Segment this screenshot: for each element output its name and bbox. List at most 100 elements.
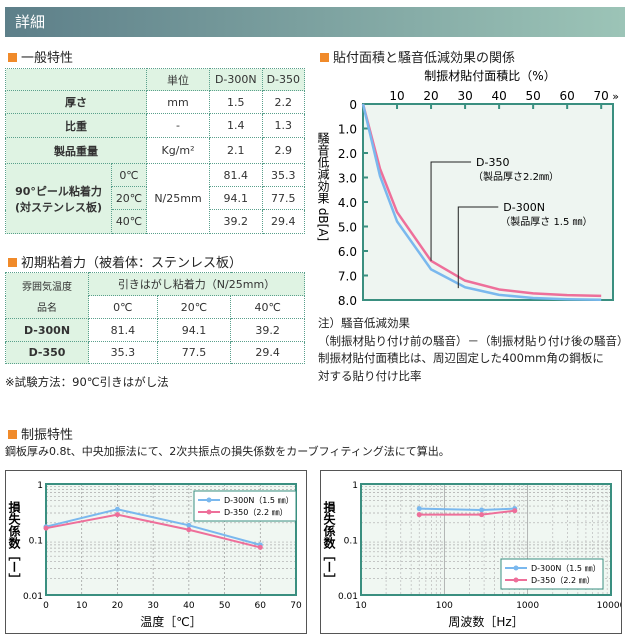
note-line: 対する貼り付け比率 bbox=[318, 368, 422, 383]
noise-chart: 制振材貼付面積比（%） 10 20 30 40 50 60 70 0 1.0 2.0 3.0 4.0 5.… bbox=[316, 68, 619, 308]
temp: 20℃ bbox=[111, 186, 147, 210]
cell: 29.4 bbox=[261, 209, 306, 234]
row-label: D-300N bbox=[5, 318, 89, 342]
legend-marker bbox=[513, 577, 519, 583]
cell: mm bbox=[146, 90, 210, 114]
x-tick-label: 70 bbox=[290, 601, 302, 611]
legend-marker bbox=[206, 509, 212, 515]
y-tick-label: 1 bbox=[37, 481, 43, 491]
legend-label: D-350（2.2 ㎜） bbox=[531, 576, 595, 585]
cell: 81.4 bbox=[209, 163, 263, 187]
corner-cell: 雰囲気温度 品名 bbox=[5, 272, 89, 319]
peel-unit: N/25mm bbox=[146, 163, 210, 234]
data-point bbox=[114, 506, 120, 512]
data-point bbox=[479, 507, 485, 513]
series-line bbox=[45, 513, 261, 549]
cell: 1.5 bbox=[209, 90, 263, 114]
cell: 1.4 bbox=[209, 113, 263, 138]
x-tick-label: 100 bbox=[436, 601, 453, 611]
section-general-title: 一般特性 bbox=[8, 47, 73, 66]
legend bbox=[500, 558, 604, 590]
col-d350: D-350 bbox=[261, 68, 306, 91]
x-tick-label: 10 bbox=[389, 89, 404, 103]
peel-label: 90°ピール粘着力 (対ステンレス板) bbox=[5, 163, 112, 234]
y-tick-label: 8.0 bbox=[338, 294, 357, 308]
header-title: 詳細 bbox=[5, 7, 625, 37]
data-point bbox=[43, 525, 49, 531]
series-line bbox=[419, 507, 515, 512]
x-tick-label: 70 bbox=[594, 89, 609, 103]
y-tick-label: 0.01 bbox=[338, 592, 358, 602]
data-point bbox=[479, 512, 485, 518]
plot-area bbox=[362, 103, 614, 301]
legend-label: D-350（2.2 ㎜） bbox=[224, 508, 288, 517]
cell: 77.5 bbox=[261, 186, 306, 210]
temp: 0℃ bbox=[88, 295, 158, 319]
note-line: 注）騒音低減効果 bbox=[318, 316, 410, 330]
legend-marker bbox=[513, 565, 519, 571]
leader-line bbox=[457, 206, 499, 289]
section-damping-title: 制振特性 bbox=[8, 424, 73, 443]
y-tick-label: 0 bbox=[349, 98, 357, 112]
cell: 1.3 bbox=[261, 113, 306, 138]
x-tick-label: 1000 bbox=[516, 601, 539, 611]
cell: 39.2 bbox=[230, 318, 305, 342]
data-point bbox=[114, 512, 120, 518]
temp: 40℃ bbox=[230, 295, 305, 319]
x-axis-title: 周波数［Hz］ bbox=[448, 614, 523, 629]
y-tick-label: 1.0 bbox=[338, 123, 357, 137]
plot-frame bbox=[45, 483, 297, 596]
section-noise-title: 貼付面積と騒音低減効果の関係 bbox=[320, 47, 515, 66]
x-tick-label: 20 bbox=[423, 89, 438, 103]
test-method-note: ※試験方法：90℃引きはがし法 bbox=[5, 375, 169, 389]
data-point bbox=[186, 527, 192, 533]
temp: 20℃ bbox=[156, 295, 232, 319]
note-line: 制振材貼付面積比は、周辺固定した400mm角の鋼板に bbox=[318, 351, 604, 365]
x-axis-title: 温度［℃］ bbox=[140, 614, 201, 629]
y-axis-title: 騒音低減効果 dB[A] bbox=[316, 132, 330, 242]
x-tick-label: 30 bbox=[147, 601, 159, 611]
x-tick-label: 10 bbox=[355, 601, 367, 611]
x-tick-label: 20 bbox=[112, 601, 124, 611]
leader-line bbox=[430, 161, 472, 261]
series-sublabel: （製品厚さ 1.5 ㎜） bbox=[500, 215, 592, 228]
x-tick-label: 40 bbox=[491, 89, 506, 103]
series-line-D-350 bbox=[361, 103, 602, 298]
row-label: 製品重量 bbox=[5, 137, 147, 164]
y-tick-label: 5.0 bbox=[338, 221, 357, 235]
legend bbox=[193, 490, 297, 522]
data-point bbox=[257, 544, 263, 550]
y-tick-label: 3.0 bbox=[338, 172, 357, 186]
cell: 81.4 bbox=[88, 318, 158, 342]
row-label: 厚さ bbox=[5, 90, 147, 114]
general-table: 単位 D-300N D-350 厚さ mm 1.5 2.2 比重 -1.4 1.3 製品重量 K… bbox=[5, 68, 306, 234]
x-tick-label: 30 bbox=[457, 89, 472, 103]
y-tick-label: 6.0 bbox=[338, 245, 357, 259]
section-initial-title: 初期粘着力（被着体：ステンレス板） bbox=[8, 252, 242, 271]
y-axis-title: 損失係数［ー］ bbox=[322, 500, 336, 585]
data-point bbox=[416, 506, 422, 512]
series-label: D-300N bbox=[503, 201, 545, 214]
cell: 2.1 bbox=[209, 137, 263, 164]
x-tick-label: 50 bbox=[219, 601, 231, 611]
damping-desc: 鋼板厚み0.8t、中央加振法にて、2次共振点の損失係数をカーブフィティング法にて… bbox=[5, 445, 450, 458]
cell: Kg/m² bbox=[146, 137, 210, 164]
legend-label: D-300N（1.5 ㎜） bbox=[224, 496, 294, 505]
y-tick-label: 2.0 bbox=[338, 147, 357, 161]
y-tick-label: 0.01 bbox=[23, 592, 43, 602]
col-d300n: D-300N bbox=[209, 68, 263, 91]
cell: 77.5 bbox=[156, 341, 232, 364]
cell: 39.2 bbox=[209, 209, 263, 234]
cell: 94.1 bbox=[156, 318, 232, 342]
row-label: 比重 bbox=[5, 113, 147, 138]
x-axis-title: 制振材貼付面積比（%） bbox=[424, 68, 555, 83]
x-tick-label: 50 bbox=[525, 89, 540, 103]
cell: 2.2 bbox=[261, 90, 306, 114]
cell: 2.9 bbox=[261, 137, 306, 164]
cell: 35.3 bbox=[261, 163, 306, 187]
cell: 35.3 bbox=[88, 341, 158, 364]
x-tick-label: 60 bbox=[560, 89, 575, 103]
data-point bbox=[416, 512, 422, 518]
